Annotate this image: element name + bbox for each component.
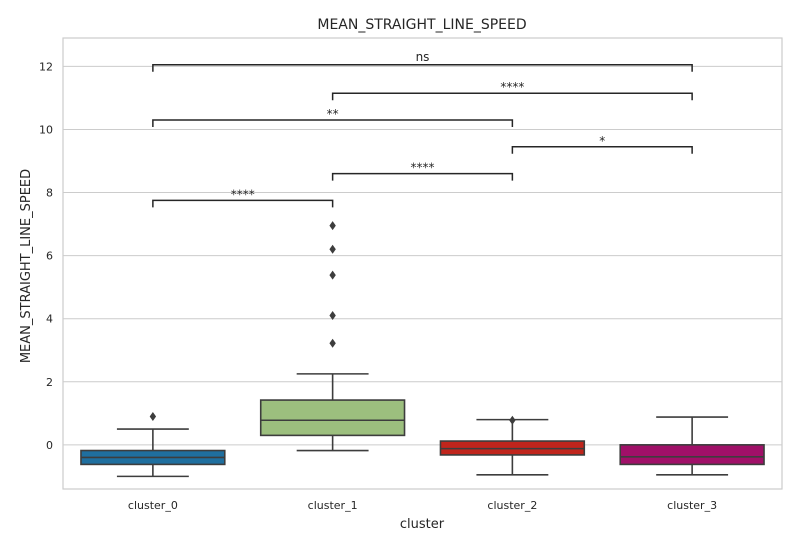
outlier-point xyxy=(329,311,336,321)
box-cluster_3 xyxy=(619,416,765,476)
significance-label: * xyxy=(599,134,605,148)
y-tick-label: 0 xyxy=(46,439,53,452)
y-tick-label: 4 xyxy=(46,313,53,326)
y-tick-label: 8 xyxy=(46,187,53,200)
box-cluster_0 xyxy=(80,411,226,478)
outlier-point xyxy=(329,221,336,231)
grid-lines xyxy=(63,65,782,446)
outlier-point xyxy=(509,415,516,425)
box-cluster_1 xyxy=(259,221,406,452)
significance-bracket: ns xyxy=(152,50,693,72)
chart-title: MEAN_STRAIGHT_LINE_SPEED xyxy=(317,17,526,33)
box-iqr xyxy=(619,444,765,466)
bracket-line xyxy=(152,119,514,127)
outlier-point xyxy=(329,244,336,254)
x-tick-label: cluster_1 xyxy=(308,499,358,512)
y-tick-label: 10 xyxy=(39,123,53,136)
significance-bracket: * xyxy=(511,134,693,154)
significance-label: **** xyxy=(411,161,435,175)
box-cluster_2 xyxy=(439,415,586,476)
bracket-line xyxy=(331,172,514,181)
y-tick-label: 2 xyxy=(46,376,53,389)
significance-label: ** xyxy=(327,107,339,121)
y-tick-label: 6 xyxy=(46,250,53,263)
x-axis-ticks: cluster_0 cluster_1 cluster_2 cluster_3 xyxy=(128,499,717,512)
x-tick-label: cluster_0 xyxy=(128,499,178,512)
significance-label: **** xyxy=(231,187,255,201)
significance-bracket: **** xyxy=(331,161,514,181)
box-iqr xyxy=(259,399,406,437)
outlier-point xyxy=(329,338,336,348)
y-axis-label: MEAN_STRAIGHT_LINE_SPEED xyxy=(19,169,34,363)
significance-label: ns xyxy=(416,50,430,64)
bracket-line xyxy=(152,199,334,208)
significance-annotations: ***************ns xyxy=(152,50,693,208)
bracket-line xyxy=(152,64,693,72)
plot-area-frame xyxy=(62,37,783,490)
y-tick-label: 12 xyxy=(39,60,53,73)
outlier-point xyxy=(329,270,336,280)
outlier-point xyxy=(149,411,157,421)
boxes xyxy=(80,221,765,478)
bracket-line xyxy=(331,92,693,101)
significance-bracket: **** xyxy=(152,187,334,208)
x-axis-label: cluster xyxy=(400,517,445,532)
x-tick-label: cluster_2 xyxy=(487,499,537,512)
x-tick-label: cluster_3 xyxy=(667,499,717,512)
significance-bracket: ** xyxy=(152,107,514,127)
bracket-line xyxy=(511,146,693,154)
y-axis-ticks: 0 2 4 6 8 10 12 xyxy=(39,60,53,451)
significance-bracket: **** xyxy=(331,80,693,101)
significance-label: **** xyxy=(500,80,524,94)
